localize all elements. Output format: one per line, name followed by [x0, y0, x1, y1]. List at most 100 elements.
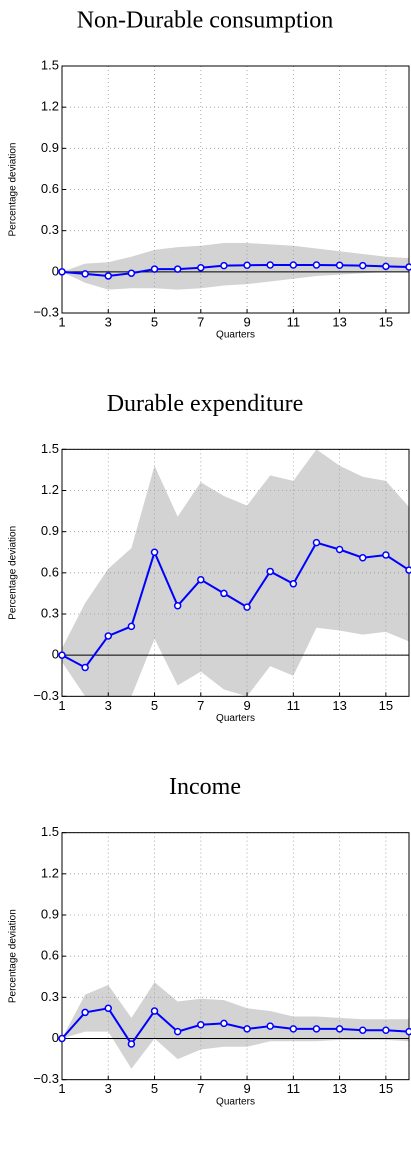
point [382, 1026, 390, 1035]
x-tick-label: 11 [287, 314, 301, 329]
point [358, 553, 367, 562]
y-axis-label: Percentage deviation [8, 143, 19, 237]
x-tick-label: 13 [332, 314, 346, 329]
y-tick-label: −0.3 [33, 304, 59, 319]
point [243, 603, 251, 611]
x-axis-label: Quarters [216, 330, 255, 341]
series-line [61, 263, 410, 277]
y-tick-label: 1.2 [41, 99, 59, 114]
point [220, 261, 228, 270]
x-tick-label: 15 [379, 1081, 393, 1096]
point [289, 580, 298, 588]
y-tick-label: 0 [52, 1030, 59, 1045]
x-tick-label: 11 [287, 1081, 301, 1096]
x-tick-label: 5 [151, 698, 158, 713]
x-tick-label: 11 [287, 698, 301, 713]
series-line [61, 1007, 410, 1046]
x-axis-label: Quarters [216, 1096, 255, 1107]
point [312, 1025, 321, 1033]
point [173, 1027, 182, 1036]
point [335, 1025, 344, 1033]
x-axis-label: Quarters [216, 713, 255, 724]
x-tick-label: 9 [243, 314, 250, 329]
point [289, 261, 298, 269]
point [173, 265, 182, 273]
point [405, 1027, 411, 1036]
point [405, 566, 411, 574]
y-tick-label: 0 [52, 647, 59, 662]
x-tick-label: 7 [197, 314, 204, 329]
point [127, 622, 136, 631]
point [382, 262, 390, 271]
x-tick-label: 5 [151, 314, 158, 329]
y-tick-label: 1.5 [41, 441, 59, 456]
point [266, 1022, 274, 1030]
point [335, 261, 344, 269]
chart-title: Durable expenditure [107, 391, 304, 417]
point [81, 1008, 89, 1017]
x-tick-label: 5 [151, 1081, 158, 1096]
x-tick-label: 3 [105, 698, 112, 713]
x-tick-label: 3 [105, 1081, 112, 1096]
x-tick-label: 9 [243, 698, 250, 713]
point [173, 602, 182, 610]
point [197, 575, 205, 584]
y-tick-label: 0.9 [41, 140, 59, 155]
y-tick-label: 1.5 [41, 824, 59, 839]
x-tick-label: 7 [197, 698, 204, 713]
x-tick-label: 13 [332, 1081, 346, 1096]
point [358, 261, 367, 270]
y-tick-label: 0.3 [41, 989, 59, 1004]
x-tick-label: 15 [379, 698, 393, 713]
x-tick-label: 9 [243, 1081, 250, 1096]
point [150, 548, 159, 556]
point [312, 261, 321, 269]
point [266, 261, 274, 269]
point [243, 1025, 251, 1033]
y-tick-label: 1.2 [41, 482, 59, 497]
point [289, 1025, 298, 1033]
y-axis-label: Percentage deviation [8, 909, 19, 1003]
point [335, 545, 344, 554]
y-axis-label: Percentage deviation [8, 526, 19, 620]
point [150, 265, 159, 273]
point [58, 651, 66, 659]
y-tick-label: 1.5 [41, 57, 59, 72]
point [58, 1034, 66, 1043]
point [243, 261, 251, 269]
y-tick-label: 0.3 [41, 605, 59, 620]
point [104, 632, 113, 640]
point [150, 1007, 159, 1015]
y-tick-label: 0.6 [41, 564, 59, 579]
x-tick-label: 15 [379, 314, 393, 329]
point [220, 1019, 228, 1028]
y-tick-label: 0.3 [41, 222, 59, 237]
plot-frame [61, 65, 410, 314]
chart-title: Income [169, 774, 241, 800]
y-tick-label: 0 [52, 263, 59, 278]
y-tick-label: −0.3 [33, 688, 59, 703]
point [220, 589, 228, 598]
point [266, 567, 274, 576]
point [197, 1021, 205, 1029]
y-tick-label: 0.6 [41, 181, 59, 196]
y-tick-label: −0.3 [33, 1071, 59, 1086]
point [127, 1040, 136, 1048]
point [58, 268, 66, 276]
point [127, 269, 136, 277]
x-tick-label: 1 [58, 698, 65, 713]
point [197, 263, 205, 272]
x-tick-label: 3 [105, 314, 112, 329]
point [405, 263, 411, 271]
plot-frame [61, 832, 410, 1081]
point [382, 551, 390, 559]
point [104, 272, 113, 280]
point [312, 538, 321, 547]
x-tick-label: 7 [197, 1081, 204, 1096]
point [358, 1026, 367, 1035]
point [81, 663, 89, 672]
x-tick-label: 1 [58, 314, 65, 329]
y-tick-label: 0.6 [41, 948, 59, 963]
chart-title: Non-Durable consumption [77, 8, 334, 34]
